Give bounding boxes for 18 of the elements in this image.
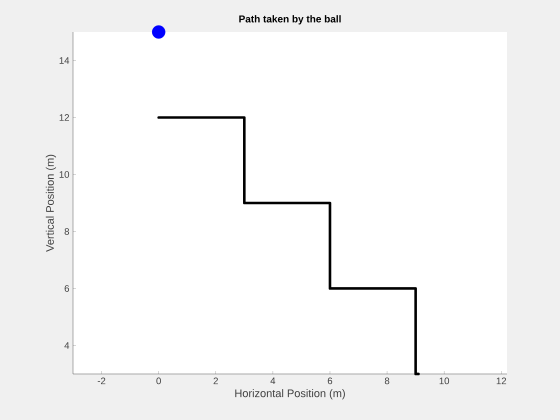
y-tick-label: 14 bbox=[60, 57, 70, 64]
x-tick-label: 8 bbox=[384, 378, 390, 384]
x-tick-label: 10 bbox=[440, 378, 450, 384]
line-series bbox=[157, 116, 420, 376]
x-tick-label: 6 bbox=[328, 378, 332, 384]
y-axis-title: Vertical Position (m) bbox=[46, 154, 56, 252]
y-tick-label: 12 bbox=[60, 114, 70, 121]
x-axis-title: Horizontal Position (m) bbox=[235, 389, 345, 400]
y-tick-label: 10 bbox=[60, 171, 70, 178]
x-tick-label: 0 bbox=[156, 378, 161, 384]
x-tick-label: 2 bbox=[214, 378, 218, 384]
y-tick-label: 4 bbox=[64, 342, 70, 349]
x-tick-label: 4 bbox=[270, 378, 276, 384]
x-tick-label: 12 bbox=[496, 378, 506, 384]
y-tick-label: 8 bbox=[64, 228, 70, 235]
x-tick-label: -2 bbox=[98, 378, 106, 384]
y-tick-label: 6 bbox=[64, 285, 70, 292]
chart-title: Path taken by the ball bbox=[239, 15, 341, 24]
